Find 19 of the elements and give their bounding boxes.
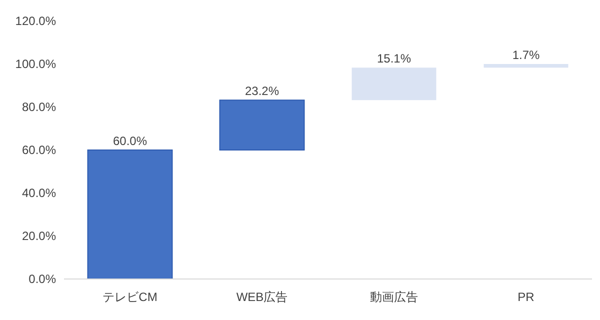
data-label: 60.0% [112, 134, 148, 148]
bar [484, 64, 568, 68]
y-tick-label: 120.0% [15, 14, 56, 28]
x-tick-label: テレビCM [102, 290, 158, 304]
x-tick-label: WEB広告 [236, 290, 288, 304]
bar [87, 150, 173, 280]
bar [219, 100, 305, 150]
x-tick-label: 動画広告 [370, 290, 418, 304]
y-tick-label: 0.0% [28, 272, 56, 286]
y-tick-label: 80.0% [22, 100, 56, 114]
y-tick-label: 60.0% [22, 143, 56, 157]
y-tick-label: 100.0% [15, 57, 56, 71]
data-label: 1.7% [512, 48, 540, 62]
y-tick-label: 20.0% [22, 229, 56, 243]
data-label: 15.1% [376, 52, 412, 66]
bar [352, 68, 436, 100]
y-tick-label: 40.0% [22, 186, 56, 200]
data-label: 23.2% [244, 84, 280, 98]
x-tick-label: PR [518, 290, 535, 304]
